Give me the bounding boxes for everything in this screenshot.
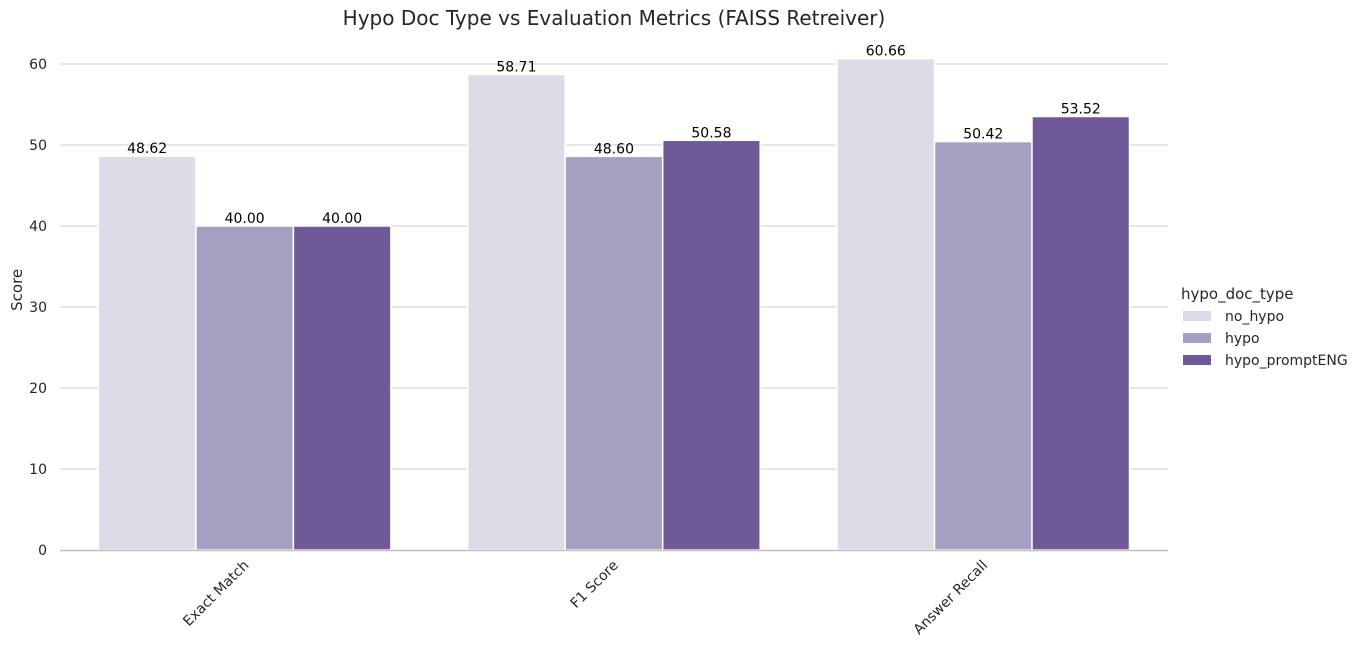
- data-label: 50.58: [691, 125, 731, 141]
- data-label: 48.60: [594, 141, 634, 157]
- data-label: 53.52: [1061, 101, 1101, 117]
- bar: [292, 225, 392, 551]
- bars: [97, 57, 1131, 551]
- chart-title: Hypo Doc Type vs Evaluation Metrics (FAI…: [343, 6, 886, 30]
- bar: [661, 139, 761, 551]
- legend-label: hypo: [1225, 331, 1260, 347]
- data-label: 48.62: [127, 141, 167, 157]
- y-axis-label: Score: [8, 269, 26, 311]
- bar: [466, 73, 566, 551]
- legend-swatch: [1183, 355, 1211, 365]
- data-label: 60.66: [866, 44, 906, 60]
- legend-label: no_hypo: [1225, 309, 1284, 325]
- y-tick-label: 50: [29, 138, 47, 154]
- y-tick-label: 0: [38, 543, 47, 559]
- bar: [836, 57, 936, 551]
- x-axis-ticks: Exact Match F1 Score Answer Recall: [180, 558, 991, 638]
- y-tick-label: 60: [29, 57, 47, 73]
- x-tick-label: Answer Recall: [911, 558, 991, 638]
- data-label: 50.42: [963, 127, 1003, 143]
- data-labels: 48.62 40.00 40.00 58.71 48.60 50.58 60.66 50.42…: [127, 44, 1101, 227]
- x-tick-label: Exact Match: [180, 558, 252, 630]
- legend-title: hypo_doc_type: [1181, 285, 1294, 304]
- data-label: 40.00: [322, 211, 362, 227]
- y-tick-label: 30: [29, 300, 47, 316]
- y-axis-ticks: 0 10 20 30 40 50 60: [29, 57, 47, 559]
- bar: [933, 140, 1033, 551]
- bar: [97, 155, 197, 551]
- x-tick-label: F1 Score: [568, 558, 622, 612]
- legend-label: hypo_promptENG: [1225, 353, 1348, 369]
- data-label: 40.00: [225, 211, 265, 227]
- legend-swatch: [1183, 333, 1211, 343]
- bar: [1031, 115, 1131, 551]
- data-label: 58.71: [496, 59, 536, 75]
- y-tick-label: 40: [29, 219, 47, 235]
- bar: [564, 155, 664, 551]
- y-tick-label: 10: [29, 462, 47, 478]
- legend-swatch: [1183, 311, 1211, 321]
- bar: [195, 225, 295, 551]
- y-tick-label: 20: [29, 381, 47, 397]
